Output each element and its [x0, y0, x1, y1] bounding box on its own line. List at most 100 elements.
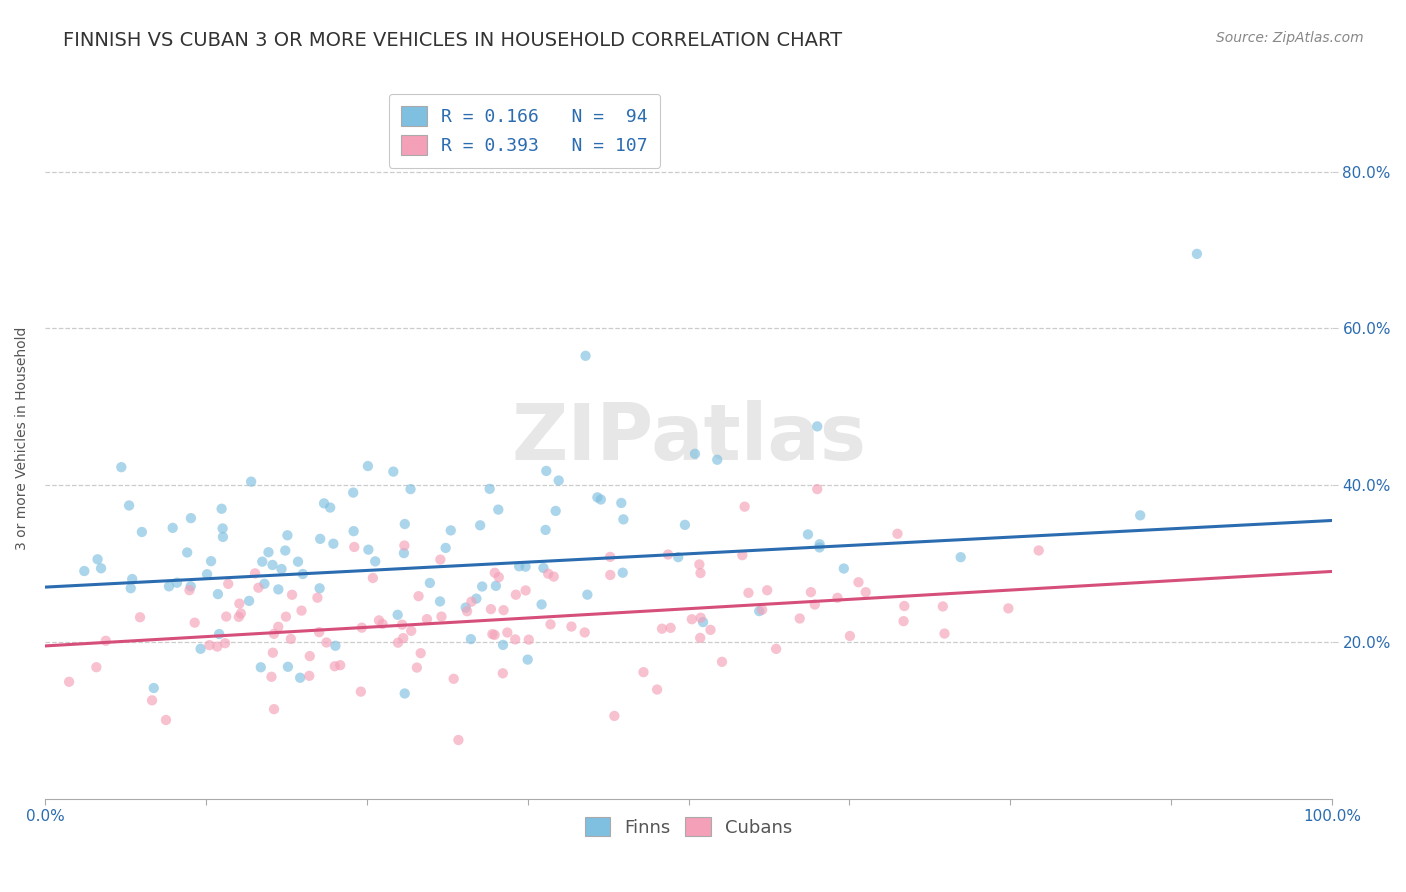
- Point: [180, 511, 202, 525]
- Point: [200, 554, 222, 568]
- Point: [228, 597, 250, 611]
- Point: [406, 660, 429, 674]
- Point: [599, 568, 621, 582]
- Point: [603, 709, 626, 723]
- Point: [298, 669, 321, 683]
- Point: [166, 575, 188, 590]
- Point: [392, 631, 415, 645]
- Point: [447, 733, 470, 747]
- Point: [257, 545, 280, 559]
- Point: [492, 638, 515, 652]
- Point: [180, 579, 202, 593]
- Point: [195, 567, 218, 582]
- Point: [692, 615, 714, 629]
- Point: [1028, 543, 1050, 558]
- Point: [142, 681, 165, 695]
- Point: [517, 632, 540, 647]
- Point: [253, 576, 276, 591]
- Point: [408, 589, 430, 603]
- Point: [492, 603, 515, 617]
- Point: [263, 627, 285, 641]
- Point: [157, 579, 180, 593]
- Point: [932, 599, 955, 614]
- Point: [243, 566, 266, 581]
- Point: [673, 517, 696, 532]
- Point: [454, 600, 477, 615]
- Point: [751, 603, 773, 617]
- Point: [394, 539, 416, 553]
- Point: [478, 482, 501, 496]
- Point: [471, 580, 494, 594]
- Point: [215, 609, 238, 624]
- Point: [465, 591, 488, 606]
- Point: [443, 672, 465, 686]
- Point: [544, 504, 567, 518]
- Point: [756, 583, 779, 598]
- Point: [484, 566, 506, 580]
- Point: [211, 501, 233, 516]
- Text: ZIPatlas: ZIPatlas: [510, 401, 866, 476]
- Point: [479, 602, 502, 616]
- Point: [893, 614, 915, 628]
- Point: [212, 530, 235, 544]
- Text: Source: ZipAtlas.com: Source: ZipAtlas.com: [1216, 31, 1364, 45]
- Point: [350, 684, 373, 698]
- Point: [505, 588, 527, 602]
- Point: [429, 552, 451, 566]
- Point: [430, 609, 453, 624]
- Point: [263, 702, 285, 716]
- Point: [576, 588, 599, 602]
- Point: [485, 579, 508, 593]
- Point: [357, 542, 380, 557]
- Point: [267, 582, 290, 597]
- Point: [731, 548, 754, 562]
- Point: [274, 609, 297, 624]
- Point: [281, 588, 304, 602]
- Point: [392, 546, 415, 560]
- Point: [589, 492, 612, 507]
- Point: [706, 452, 728, 467]
- Point: [118, 499, 141, 513]
- Point: [329, 658, 352, 673]
- Point: [276, 528, 298, 542]
- Point: [309, 532, 332, 546]
- Point: [290, 604, 312, 618]
- Point: [886, 526, 908, 541]
- Point: [681, 612, 703, 626]
- Point: [211, 521, 233, 535]
- Point: [610, 496, 633, 510]
- Point: [711, 655, 734, 669]
- Point: [560, 619, 582, 633]
- Text: FINNISH VS CUBAN 3 OR MORE VEHICLES IN HOUSEHOLD CORRELATION CHART: FINNISH VS CUBAN 3 OR MORE VEHICLES IN H…: [63, 31, 842, 50]
- Point: [308, 625, 330, 640]
- Point: [808, 537, 831, 551]
- Point: [94, 633, 117, 648]
- Point: [176, 545, 198, 559]
- Point: [633, 665, 655, 680]
- Point: [73, 564, 96, 578]
- Point: [419, 576, 441, 591]
- Point: [949, 550, 972, 565]
- Point: [277, 660, 299, 674]
- Point: [288, 671, 311, 685]
- Point: [183, 615, 205, 630]
- Point: [534, 523, 557, 537]
- Point: [131, 524, 153, 539]
- Point: [456, 604, 478, 618]
- Point: [515, 583, 537, 598]
- Point: [543, 569, 565, 583]
- Point: [110, 460, 132, 475]
- Point: [934, 626, 956, 640]
- Point: [391, 617, 413, 632]
- Point: [848, 575, 870, 590]
- Point: [298, 649, 321, 664]
- Point: [574, 349, 596, 363]
- Point: [315, 635, 337, 649]
- Point: [997, 601, 1019, 615]
- Point: [748, 604, 770, 618]
- Point: [789, 611, 811, 625]
- Point: [481, 627, 503, 641]
- Point: [387, 636, 409, 650]
- Point: [484, 628, 506, 642]
- Point: [832, 561, 855, 575]
